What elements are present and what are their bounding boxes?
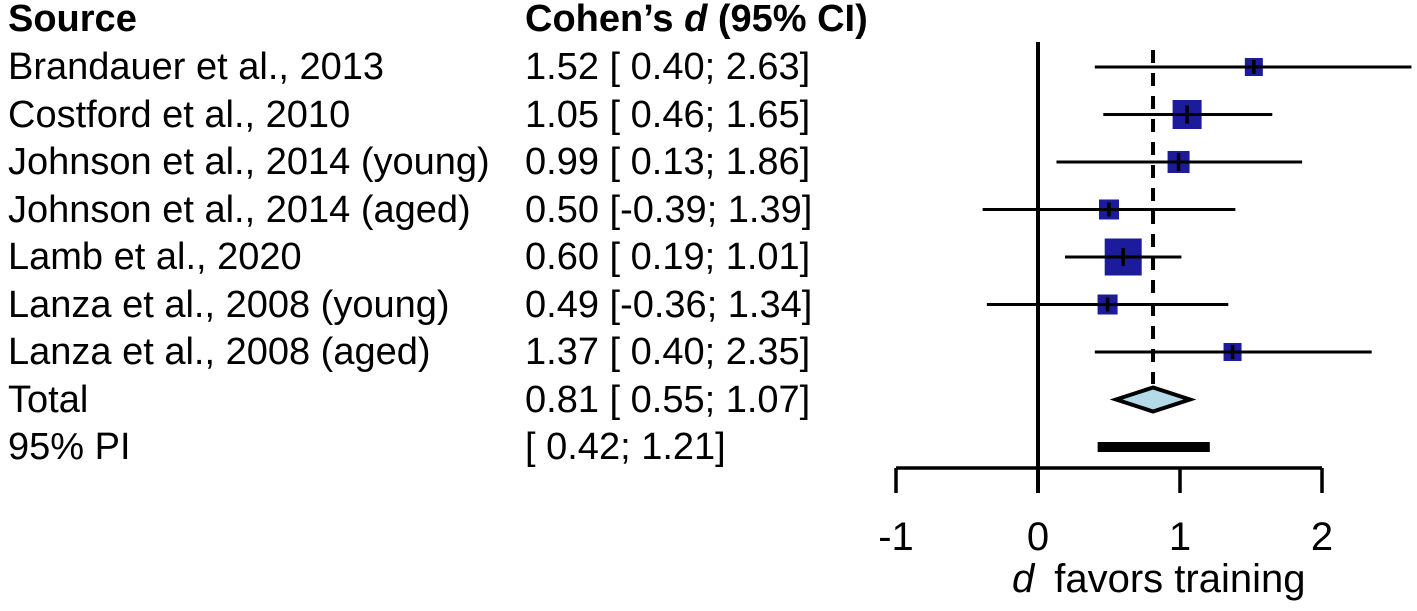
x-axis-tick-label: -1 bbox=[878, 515, 914, 559]
prediction-interval-label: 95% PI bbox=[8, 426, 131, 468]
prediction-interval-bar bbox=[1097, 442, 1210, 452]
total-diamond bbox=[1109, 385, 1197, 414]
study-label: Brandauer et al., 2013 bbox=[8, 46, 385, 88]
effect-header-d: d bbox=[684, 0, 708, 40]
effect-header-prefix: Cohen’s bbox=[525, 0, 674, 40]
source-column-header: Source bbox=[8, 0, 137, 40]
x-axis-caption-d: d bbox=[1012, 557, 1036, 601]
study-label: Lanza et al., 2008 (aged) bbox=[8, 331, 431, 373]
study-label: Lanza et al., 2008 (young) bbox=[8, 283, 450, 326]
effect-value: 1.05 [ 0.46; 1.65] bbox=[525, 93, 811, 136]
effect-value: 1.37 [ 0.40; 2.35] bbox=[525, 331, 811, 373]
x-axis-caption-text: favors training bbox=[1054, 557, 1305, 601]
prediction-interval-value: [ 0.42; 1.21] bbox=[525, 426, 726, 468]
study-label: Johnson et al., 2014 (aged) bbox=[8, 188, 471, 231]
study-label: Costford et al., 2010 bbox=[8, 93, 351, 136]
effect-value: 0.60 [ 0.19; 1.01] bbox=[525, 236, 811, 278]
study-label: Lamb et al., 2020 bbox=[8, 236, 302, 278]
effect-column-header: Cohen’s d (95% CI) bbox=[525, 0, 868, 43]
study-label: Johnson et al., 2014 (young) bbox=[8, 141, 490, 183]
effect-header-suffix: (95% CI) bbox=[717, 0, 868, 40]
total-effect-value: 0.81 [ 0.55; 1.07] bbox=[525, 378, 811, 421]
x-axis-tick-label: 2 bbox=[1311, 515, 1333, 559]
effect-value: 0.49 [-0.36; 1.34] bbox=[525, 283, 813, 326]
effect-value: 1.52 [ 0.40; 2.63] bbox=[525, 46, 811, 88]
total-label: Total bbox=[8, 378, 89, 421]
x-axis-tick-label: 1 bbox=[1169, 515, 1191, 559]
x-axis-caption: d favors training bbox=[1012, 557, 1305, 601]
x-axis-tick-label: 0 bbox=[1027, 515, 1049, 559]
effect-value: 0.50 [-0.39; 1.39] bbox=[525, 188, 813, 231]
effect-value: 0.99 [ 0.13; 1.86] bbox=[525, 141, 811, 183]
